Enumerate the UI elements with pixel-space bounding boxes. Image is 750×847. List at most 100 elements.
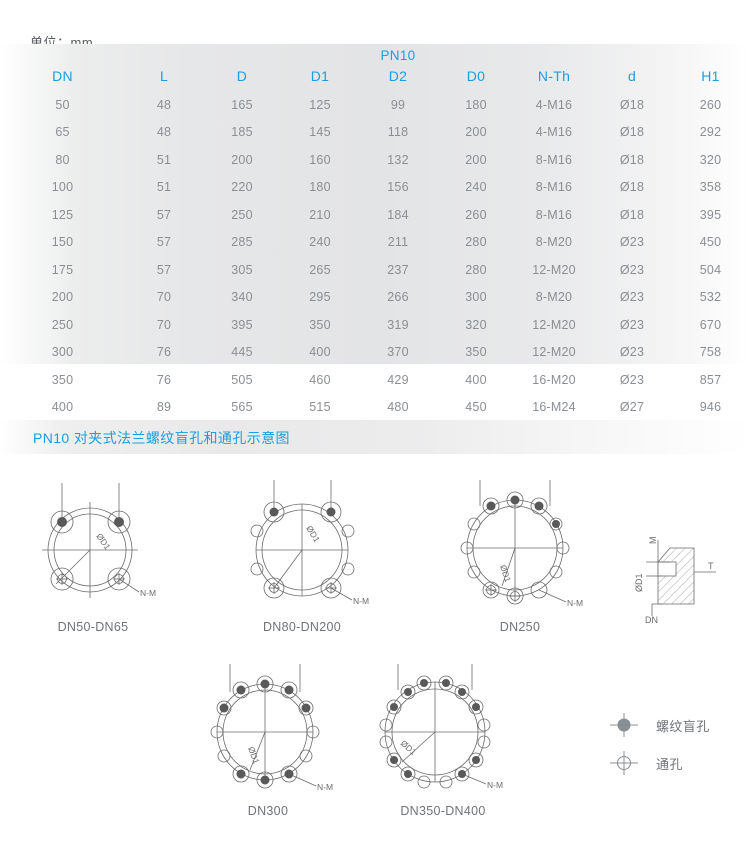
cell-d1: 125 bbox=[309, 97, 331, 112]
cell-n-th: 12-M20 bbox=[532, 262, 576, 277]
threaded-blind-hole-marker bbox=[236, 685, 246, 695]
cell-n-th: 4-M16 bbox=[535, 125, 573, 140]
flange-cross-section-view: M ØD1 T DN bbox=[628, 520, 738, 625]
cell-d2: 118 bbox=[387, 125, 409, 140]
cell-dn: 125 bbox=[51, 207, 74, 222]
cell-d: 220 bbox=[231, 180, 253, 195]
cell-d-sm: Ø18 bbox=[619, 125, 645, 140]
cell-d1: 145 bbox=[309, 125, 331, 140]
cell-d2: 156 bbox=[387, 180, 409, 195]
cell-d: 285 bbox=[231, 235, 253, 250]
cell-h1: 358 bbox=[699, 180, 722, 195]
cell-h1: 260 bbox=[699, 97, 722, 112]
diameter-label-d1: ØD1 bbox=[634, 573, 644, 592]
diagram-caption: DN350-DN400 bbox=[400, 804, 486, 818]
cell-d-sm: Ø23 bbox=[619, 235, 645, 250]
threaded-blind-hole-marker bbox=[420, 679, 428, 687]
cell-d-sm: Ø23 bbox=[619, 372, 645, 387]
threaded-blind-hole-marker bbox=[390, 756, 398, 764]
cell-dn: 400 bbox=[51, 400, 74, 415]
cell-d-sm: Ø23 bbox=[619, 290, 645, 305]
cell-n-th: 16-M20 bbox=[532, 372, 576, 387]
table-row: 350 76 505 460 429 400 16-M20 Ø23 857 bbox=[0, 366, 750, 394]
threaded-blind-hole-marker bbox=[260, 775, 270, 785]
table-row: 125 57 250 210 184 260 8-M16 Ø18 395 bbox=[0, 201, 750, 229]
callout-label: N-M bbox=[317, 782, 333, 792]
threaded-blind-hole-marker bbox=[534, 501, 544, 511]
diameter-label: ØD1 bbox=[304, 524, 322, 544]
cell-dn: 150 bbox=[51, 235, 74, 250]
cell-d: 165 bbox=[231, 97, 253, 112]
column-header-d0: D0 bbox=[466, 68, 486, 84]
threaded-blind-hole-marker bbox=[236, 769, 246, 779]
table-row: 250 70 395 350 319 320 12-M20 Ø23 670 bbox=[0, 311, 750, 339]
cell-d: 340 bbox=[231, 290, 253, 305]
cell-l: 48 bbox=[156, 125, 172, 140]
flange-drawing: ØD1 N-M bbox=[42, 483, 156, 598]
cell-h1: 450 bbox=[699, 235, 722, 250]
threaded-blind-hole-marker bbox=[326, 507, 336, 517]
column-header-n-th: N-Th bbox=[537, 68, 571, 84]
cell-d0: 450 bbox=[465, 400, 487, 415]
cell-h1: 532 bbox=[699, 290, 722, 305]
cell-d2: 237 bbox=[387, 262, 409, 277]
flange-drawing: ØD1 N-M bbox=[250, 480, 369, 606]
cell-d0: 200 bbox=[465, 125, 487, 140]
cell-dn: 250 bbox=[51, 317, 74, 332]
cell-dn: 350 bbox=[51, 372, 74, 387]
cell-d-sm: Ø18 bbox=[619, 152, 645, 167]
column-header-d: D bbox=[236, 68, 248, 84]
legend-item-threaded-blind-hole: 螺纹盲孔 bbox=[608, 706, 710, 744]
cell-d2: 370 bbox=[387, 345, 409, 360]
flange-diagram-dn350-dn400: ØD1 N-M DN350-DN400 bbox=[358, 662, 528, 818]
diameter-label: ØD1 bbox=[498, 564, 513, 584]
cell-dn: 100 bbox=[51, 180, 74, 195]
spec-table-container: PN10 DN L D D1 D2 D0 N-Th d H1 50 48 165… bbox=[0, 44, 750, 414]
through-hole-marker bbox=[485, 584, 497, 596]
cell-h1: 320 bbox=[699, 152, 722, 167]
cell-n-th: 12-M20 bbox=[532, 317, 576, 332]
threaded-blind-hole-marker bbox=[552, 520, 560, 528]
cell-d: 200 bbox=[231, 152, 253, 167]
threaded-blind-hole-marker bbox=[219, 703, 229, 713]
cell-d1: 180 bbox=[309, 180, 331, 195]
through-hole-marker bbox=[268, 582, 280, 594]
table-row: 65 48 185 145 118 200 4-M16 Ø18 292 bbox=[0, 119, 750, 147]
cell-l: 57 bbox=[156, 235, 172, 250]
cell-n-th: 8-M20 bbox=[535, 235, 573, 250]
threaded-blind-hole-marker bbox=[486, 501, 496, 511]
cell-d2: 429 bbox=[387, 372, 409, 387]
cell-n-th: 8-M16 bbox=[535, 180, 573, 195]
table-row: 150 57 285 240 211 280 8-M20 Ø23 450 bbox=[0, 229, 750, 257]
cell-d1: 210 bbox=[309, 207, 331, 222]
filled-circle-icon bbox=[610, 713, 638, 737]
callout-label: N-M bbox=[567, 598, 583, 608]
cell-d0: 240 bbox=[465, 180, 487, 195]
cell-d0: 180 bbox=[465, 97, 487, 112]
cell-d0: 300 bbox=[465, 290, 487, 305]
column-header-dn: DN bbox=[52, 68, 73, 84]
cell-l: 51 bbox=[156, 180, 172, 195]
cell-d1: 265 bbox=[309, 262, 331, 277]
cell-dn: 200 bbox=[51, 290, 74, 305]
cell-dn: 300 bbox=[51, 345, 74, 360]
threaded-blind-hole-marker bbox=[284, 685, 294, 695]
group-label-pn10: PN10 bbox=[380, 48, 416, 63]
cell-d0: 280 bbox=[465, 262, 487, 277]
cell-n-th: 8-M16 bbox=[535, 152, 573, 167]
cell-dn: 50 bbox=[55, 97, 70, 112]
diagram-caption: DN80-DN200 bbox=[262, 620, 342, 634]
cell-d1: 160 bbox=[309, 152, 331, 167]
cell-h1: 504 bbox=[699, 262, 722, 277]
cell-h1: 395 bbox=[699, 207, 722, 222]
cell-h1: 946 bbox=[699, 400, 722, 415]
cell-d0: 320 bbox=[465, 317, 487, 332]
cell-n-th: 4-M16 bbox=[535, 97, 573, 112]
cell-d2: 480 bbox=[387, 400, 409, 415]
hole-type-legend: 螺纹盲孔 通孔 bbox=[608, 706, 710, 782]
cell-n-th: 8-M16 bbox=[535, 207, 573, 222]
cell-l: 57 bbox=[156, 207, 172, 222]
cell-d2: 184 bbox=[387, 207, 409, 222]
cell-n-th: 8-M20 bbox=[535, 290, 573, 305]
